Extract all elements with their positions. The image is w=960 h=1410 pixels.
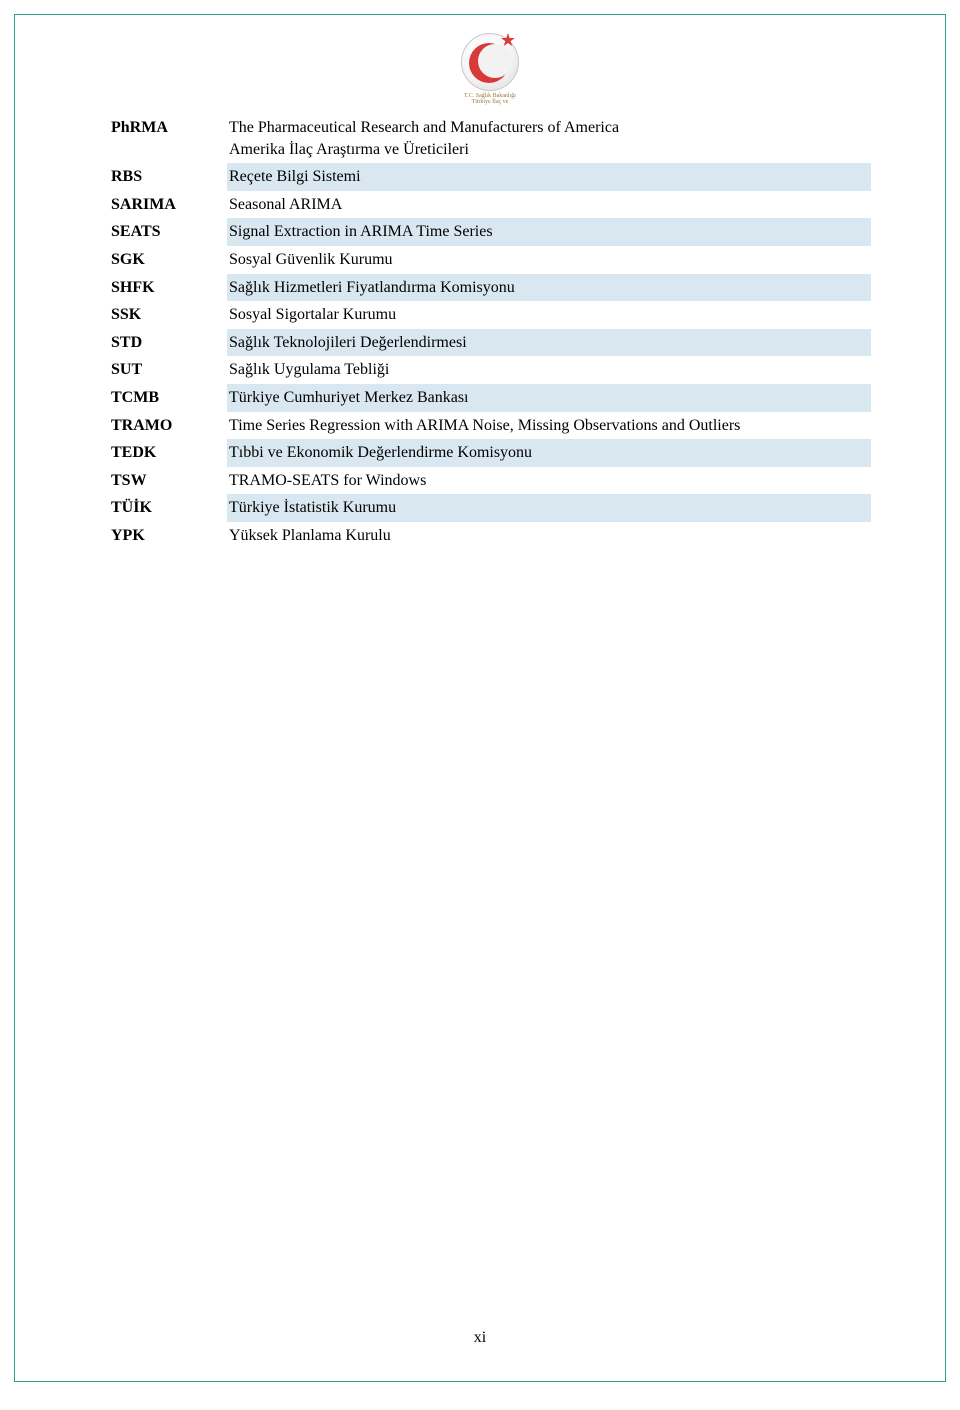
description-line: Sosyal Güvenlik Kurumu (229, 249, 865, 271)
acronym-cell: TSW (109, 467, 227, 495)
table-row: PhRMAThe Pharmaceutical Research and Man… (109, 114, 871, 163)
acronym-cell: RBS (109, 163, 227, 191)
description-line: Sağlık Uygulama Tebliği (229, 359, 865, 381)
acronym-cell: PhRMA (109, 114, 227, 163)
acronym-cell: TÜİK (109, 494, 227, 522)
acronym-cell: TRAMO (109, 412, 227, 440)
description-line: Türkiye Cumhuriyet Merkez Bankası (229, 387, 865, 409)
acronym-cell: YPK (109, 522, 227, 550)
table-row: SEATSSignal Extraction in ARIMA Time Ser… (109, 218, 871, 246)
acronym-cell: SARIMA (109, 191, 227, 219)
description-cell: Sosyal Güvenlik Kurumu (227, 246, 871, 274)
description-cell: TRAMO-SEATS for Windows (227, 467, 871, 495)
ministry-logo-icon: ★ T.C. Sağlık Bakanlığı Türkiye İlaç ve (454, 33, 526, 105)
description-line: Sosyal Sigortalar Kurumu (229, 304, 865, 326)
description-line: Sağlık Hizmetleri Fiyatlandırma Komisyon… (229, 277, 865, 299)
description-line: Tıbbi ve Ekonomik Değerlendirme Komisyon… (229, 442, 865, 464)
description-cell: Time Series Regression with ARIMA Noise,… (227, 412, 871, 440)
description-line: Seasonal ARIMA (229, 194, 865, 216)
description-cell: Tıbbi ve Ekonomik Değerlendirme Komisyon… (227, 439, 871, 467)
description-line: Amerika İlaç Araştırma ve Üreticileri (229, 139, 865, 161)
acronym-cell: TEDK (109, 439, 227, 467)
description-cell: Sosyal Sigortalar Kurumu (227, 301, 871, 329)
table-row: TRAMOTime Series Regression with ARIMA N… (109, 412, 871, 440)
description-cell: Sağlık Hizmetleri Fiyatlandırma Komisyon… (227, 274, 871, 302)
description-line: Yüksek Planlama Kurulu (229, 525, 865, 547)
table-row: YPKYüksek Planlama Kurulu (109, 522, 871, 550)
description-cell: Reçete Bilgi Sistemi (227, 163, 871, 191)
acronym-cell: SUT (109, 356, 227, 384)
page-number: xi (15, 1329, 945, 1347)
acronym-cell: TCMB (109, 384, 227, 412)
description-cell: Türkiye Cumhuriyet Merkez Bankası (227, 384, 871, 412)
description-cell: The Pharmaceutical Research and Manufact… (227, 114, 871, 163)
description-cell: Türkiye İstatistik Kurumu (227, 494, 871, 522)
table-row: SSKSosyal Sigortalar Kurumu (109, 301, 871, 329)
table-row: TSWTRAMO-SEATS for Windows (109, 467, 871, 495)
acronym-cell: SEATS (109, 218, 227, 246)
table-row: STDSağlık Teknolojileri Değerlendirmesi (109, 329, 871, 357)
logo-caption-line2: Türkiye İlaç ve (472, 99, 509, 105)
acronym-cell: STD (109, 329, 227, 357)
acronym-cell: SSK (109, 301, 227, 329)
table-row: SARIMASeasonal ARIMA (109, 191, 871, 219)
description-line: The Pharmaceutical Research and Manufact… (229, 117, 865, 139)
document-page: ★ T.C. Sağlık Bakanlığı Türkiye İlaç ve … (14, 14, 946, 1382)
table-row: TCMBTürkiye Cumhuriyet Merkez Bankası (109, 384, 871, 412)
description-line: Reçete Bilgi Sistemi (229, 166, 865, 188)
description-line: Sağlık Teknolojileri Değerlendirmesi (229, 332, 865, 354)
description-line: Signal Extraction in ARIMA Time Series (229, 221, 865, 243)
table-row: SGKSosyal Güvenlik Kurumu (109, 246, 871, 274)
description-cell: Sağlık Uygulama Tebliği (227, 356, 871, 384)
description-line: Türkiye İstatistik Kurumu (229, 497, 865, 519)
description-line: Time Series Regression with ARIMA Noise,… (229, 415, 865, 437)
header-logo-container: ★ T.C. Sağlık Bakanlığı Türkiye İlaç ve (109, 33, 871, 108)
table-row: SHFKSağlık Hizmetleri Fiyatlandırma Komi… (109, 274, 871, 302)
acronym-cell: SGK (109, 246, 227, 274)
description-cell: Seasonal ARIMA (227, 191, 871, 219)
table-row: TÜİKTürkiye İstatistik Kurumu (109, 494, 871, 522)
abbreviations-table: PhRMAThe Pharmaceutical Research and Man… (109, 114, 871, 550)
table-row: RBSReçete Bilgi Sistemi (109, 163, 871, 191)
description-cell: Yüksek Planlama Kurulu (227, 522, 871, 550)
acronym-cell: SHFK (109, 274, 227, 302)
table-row: TEDKTıbbi ve Ekonomik Değerlendirme Komi… (109, 439, 871, 467)
description-line: TRAMO-SEATS for Windows (229, 470, 865, 492)
table-row: SUTSağlık Uygulama Tebliği (109, 356, 871, 384)
description-cell: Signal Extraction in ARIMA Time Series (227, 218, 871, 246)
description-cell: Sağlık Teknolojileri Değerlendirmesi (227, 329, 871, 357)
